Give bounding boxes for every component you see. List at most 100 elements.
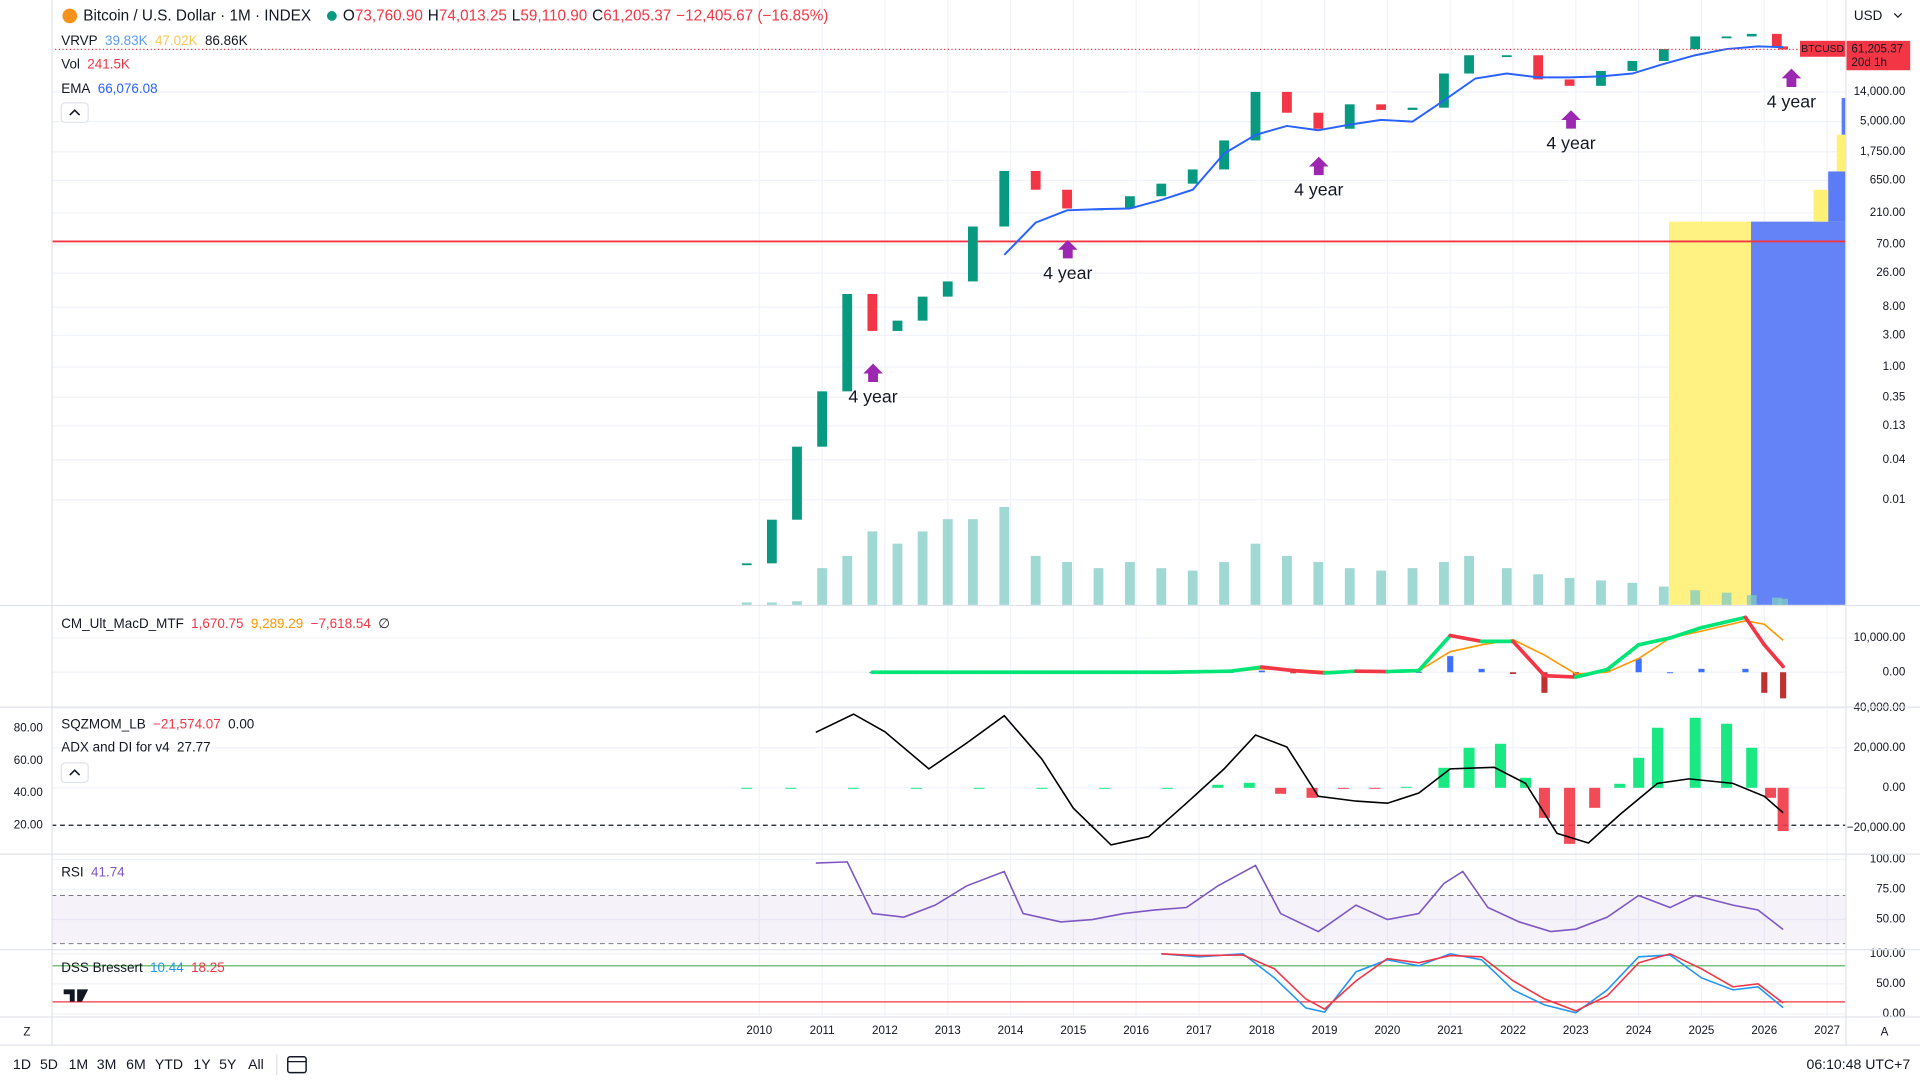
ohlc-label: O <box>343 8 355 25</box>
histogram-bar <box>1698 668 1705 673</box>
calendar-button[interactable] <box>287 1056 307 1074</box>
x-tick-label: 2017 <box>1186 1024 1212 1037</box>
legend-name: Vol <box>61 56 80 71</box>
x-tick-label: 2010 <box>746 1024 772 1037</box>
scale-button[interactable]: A <box>1881 1025 1889 1038</box>
volume-bar <box>842 555 853 605</box>
histogram-bar <box>1478 668 1485 673</box>
histogram-bar <box>741 787 753 789</box>
y-tick-label: 5,000.00 <box>1860 115 1906 128</box>
candle <box>1344 104 1355 129</box>
ohlc-label: L <box>512 8 521 25</box>
histogram-bar <box>1036 787 1048 789</box>
annotation-arrow <box>1308 156 1329 176</box>
grid-layer <box>51 0 1846 1017</box>
x-tick-label: 2014 <box>998 1024 1024 1037</box>
volume-bar <box>1596 580 1606 605</box>
x-tick-label: 2020 <box>1374 1024 1400 1037</box>
y-tick-label: 0.00 <box>1883 1007 1906 1020</box>
collapse-button[interactable] <box>60 102 89 124</box>
candle <box>1771 33 1782 47</box>
x-tick-label: 2025 <box>1689 1024 1715 1037</box>
indicator-segment <box>1542 673 1578 679</box>
y-tick-label: 70.00 <box>1876 238 1906 251</box>
candle <box>1596 70 1606 86</box>
histogram-bar <box>1212 784 1224 788</box>
range-button[interactable]: 6M <box>126 1056 146 1072</box>
button-frame[interactable] <box>60 762 89 784</box>
range-button[interactable]: 3M <box>97 1056 117 1072</box>
vrvp-block <box>1828 171 1846 222</box>
volume-bar <box>1690 590 1701 605</box>
range-button[interactable]: 5Y <box>219 1056 237 1072</box>
vrvp-block <box>1751 221 1846 605</box>
range-button[interactable]: YTD <box>155 1056 183 1072</box>
volume-bar <box>1721 592 1732 605</box>
histogram-bar <box>1541 672 1548 693</box>
histogram-bar <box>973 787 985 789</box>
range-button[interactable]: 1M <box>69 1056 89 1072</box>
candle <box>867 294 878 331</box>
volume-bar <box>1533 574 1544 605</box>
series-line <box>815 861 1784 933</box>
candle <box>1439 73 1449 108</box>
plot-layer: 2010 2011 2012 2013 2014 2015 2016 2017 2018 2019… <box>14 33 1911 1037</box>
y-tick-label: 20,000.00 <box>1854 741 1906 754</box>
legend-row: VRVP 39.83K 47.02K 86.86K <box>61 33 247 48</box>
scale-button[interactable]: Z <box>23 1025 30 1038</box>
range-button[interactable]: 1Y <box>193 1056 211 1072</box>
volume-profile <box>1668 97 1846 605</box>
range-bar: 1D 5D 1M 3M 6M YTD 1Y 5Y All <box>13 1056 264 1072</box>
candle <box>1658 49 1669 61</box>
range-button[interactable]: 5D <box>40 1056 58 1072</box>
series-line <box>1161 952 1784 1012</box>
legend-name: RSI <box>61 864 83 879</box>
histogram-bar <box>1765 787 1777 798</box>
candle <box>1464 55 1474 74</box>
x-tick-label: 2019 <box>1312 1024 1338 1037</box>
ohlc-value: 74,013.25 <box>439 8 507 25</box>
volume-bar <box>792 601 802 605</box>
legend-value: 66,076.08 <box>98 80 158 95</box>
candle <box>1187 169 1198 184</box>
legend-value: 9,289.29 <box>251 615 303 630</box>
volume-bar <box>1501 568 1512 605</box>
volume-bar <box>1658 586 1669 605</box>
volume-bar <box>1464 555 1474 605</box>
range-button[interactable]: 1D <box>13 1056 31 1072</box>
market-status <box>326 11 337 21</box>
legend-name: DSS Bressert <box>61 960 143 975</box>
annotation-text: 4 year <box>1294 180 1343 200</box>
y-tick-label: 0.04 <box>1883 453 1906 466</box>
y-tick-label: 1,750.00 <box>1860 145 1906 158</box>
legend-value: 47.02K <box>155 33 198 48</box>
histogram-bar <box>1721 723 1733 788</box>
button-frame[interactable] <box>60 102 89 124</box>
legend-value: 241.5K <box>87 56 130 71</box>
volume-bar <box>1093 568 1104 605</box>
volume-bar <box>1219 562 1230 605</box>
collapse-button[interactable] <box>60 762 89 784</box>
series-line <box>815 713 1784 846</box>
legend-row: SQZMOM_LB −21,574.07 0.00 <box>61 716 254 731</box>
candle <box>1062 189 1072 209</box>
volume-bar <box>967 519 978 605</box>
countdown-text: 20d 1h <box>1851 56 1887 69</box>
histogram-bar <box>1369 787 1381 789</box>
range-button[interactable]: All <box>248 1056 264 1072</box>
candle <box>1030 171 1041 190</box>
volume-bar <box>999 506 1010 605</box>
legend-row: EMA 66,076.08 <box>61 80 157 95</box>
histogram-bar <box>848 787 860 789</box>
calendar-icon[interactable] <box>287 1056 307 1074</box>
candle <box>1721 36 1732 39</box>
histogram-bar <box>1689 717 1701 788</box>
histogram-bar <box>1243 782 1255 788</box>
vrvp-block <box>1841 97 1846 135</box>
volume-bar <box>867 531 878 605</box>
volume-bar <box>1778 598 1789 605</box>
currency-selector[interactable]: USD <box>1854 8 1883 23</box>
histogram-bar <box>1777 787 1789 831</box>
histogram-bar <box>1589 787 1601 808</box>
histogram-bar <box>1494 743 1506 788</box>
